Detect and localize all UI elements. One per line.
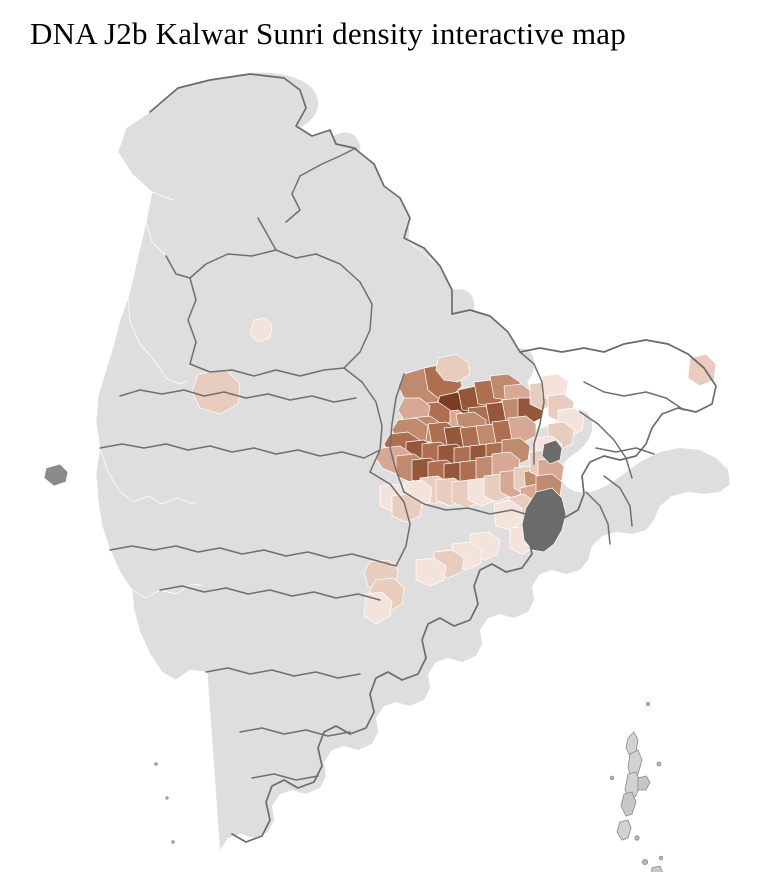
india-map-svg[interactable] xyxy=(0,52,771,872)
nodata-region-kutch xyxy=(44,464,68,486)
odisha-trace-districts[interactable] xyxy=(364,532,500,624)
india-density-map[interactable] xyxy=(0,52,771,872)
national-boundary xyxy=(150,74,716,842)
nodata-region-sundarbans xyxy=(522,440,566,552)
lakshadweep-islands xyxy=(155,763,175,844)
page-title: DNA J2b Kalwar Sunri density interactive… xyxy=(30,16,626,51)
andaman-nicobar-islands xyxy=(610,702,663,872)
map-districts[interactable] xyxy=(44,72,730,872)
state-boundaries xyxy=(100,148,704,780)
northeast-trace-districts[interactable] xyxy=(688,354,716,386)
northwest-trace-districts[interactable] xyxy=(192,318,272,414)
